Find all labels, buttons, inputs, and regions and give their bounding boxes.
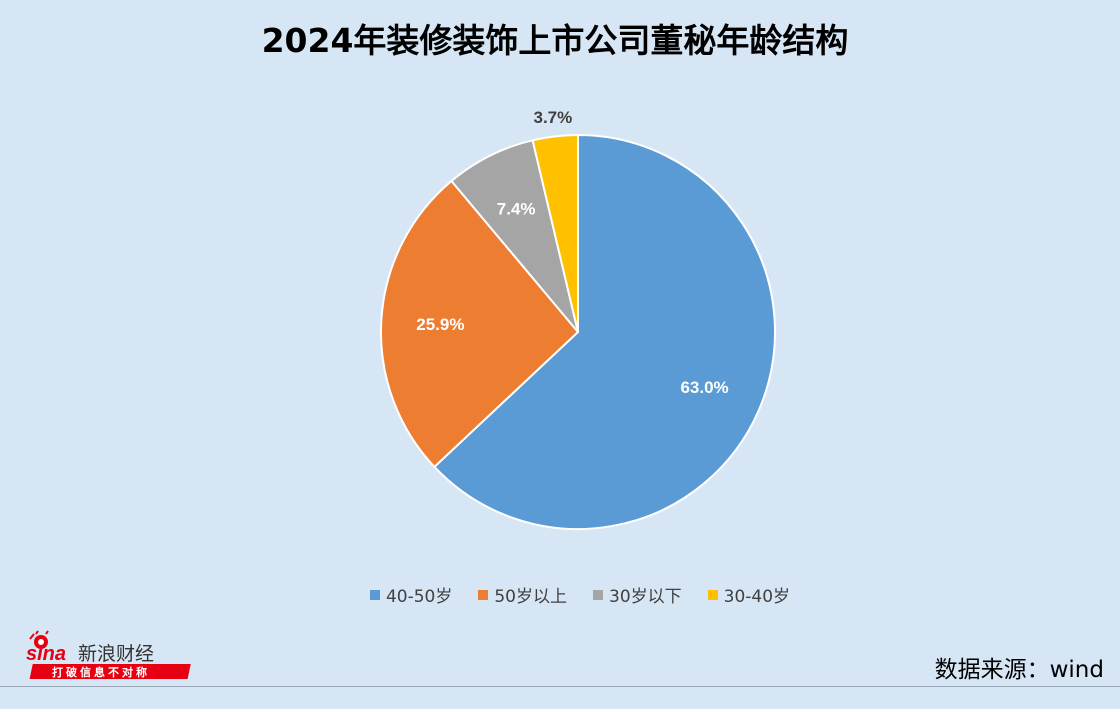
legend-label: 30-40岁 — [723, 587, 791, 607]
bottom-divider — [0, 686, 1120, 687]
legend-item-1: 40-50岁 — [369, 582, 453, 607]
data-label-1: 63.0% — [680, 378, 728, 397]
legend: 40-50岁 50岁以上 30岁以下 30-40岁 — [0, 582, 1120, 607]
legend-item-4: 30-40岁 — [707, 582, 791, 607]
pie-labels: 63.0% 25.9% 7.4% 3.7% — [416, 108, 728, 397]
legend-item-2: 50岁以上 — [478, 582, 567, 607]
legend-swatch — [369, 589, 380, 600]
legend-label: 50岁以上 — [494, 587, 567, 607]
pie-slices — [380, 133, 776, 530]
legend-swatch — [478, 589, 489, 600]
logo-brand-text: 新浪财经 — [78, 643, 154, 665]
legend-item-3: 30岁以下 — [593, 582, 682, 607]
legend-swatch — [707, 589, 718, 600]
pie-slice-4 — [531, 133, 579, 333]
legend-swatch — [593, 589, 603, 600]
sina-eye-icon — [29, 630, 49, 649]
chart-title: 2024年装修装饰上市公司董秘年龄结构 — [261, 21, 849, 60]
data-source: 数据来源：wind — [934, 657, 1104, 683]
svg-text:sina: sina — [26, 643, 66, 665]
data-label-3: 7.4% — [497, 200, 536, 219]
data-label-2: 25.9% — [416, 315, 464, 334]
pie-slice-1 — [432, 133, 776, 530]
data-label-4: 3.7% — [533, 108, 572, 127]
sina-finance-logo: sina 新浪财经 打破信息不对称 — [26, 630, 191, 679]
legend-label: 30岁以下 — [609, 587, 682, 607]
logo-slogan: 打破信息不对称 — [52, 665, 150, 679]
pie-slice-2 — [380, 179, 580, 469]
legend-label: 40-50岁 — [385, 587, 453, 607]
